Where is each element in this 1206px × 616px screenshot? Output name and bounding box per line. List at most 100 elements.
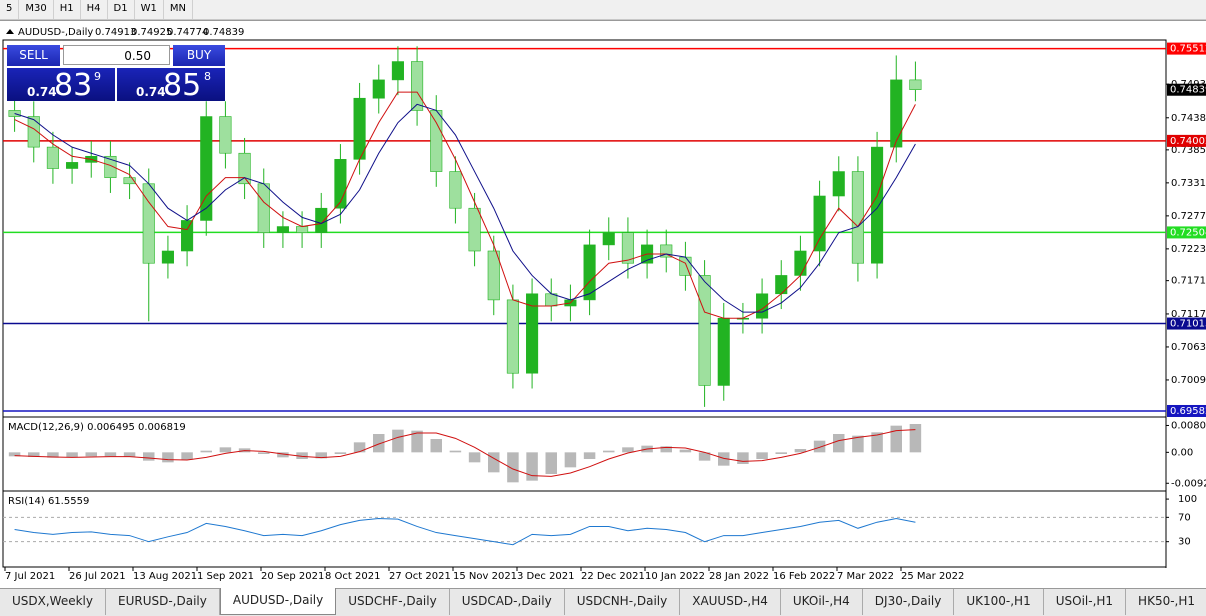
candle-body (851, 171, 864, 264)
macd-histogram-bar (219, 447, 232, 453)
sell-button[interactable]: SELL (7, 45, 60, 66)
chart-tab[interactable]: UK100-,H1 (954, 589, 1044, 615)
x-tick-label: 25 Mar 2022 (901, 571, 964, 582)
macd-histogram-bar (622, 447, 634, 453)
candle-body (526, 293, 539, 374)
moving-average (14, 91, 916, 319)
level-label-bg (1167, 134, 1206, 147)
macd-histogram-bar (181, 452, 193, 460)
macd-histogram-bar (775, 452, 787, 454)
chart-background (0, 20, 1206, 588)
macd-histogram-bar (660, 446, 672, 453)
chart-tab[interactable]: USDCNH-,Daily (565, 589, 681, 615)
one-click-trading: SELL 0.50 BUY 0.74 83 9 0.74 85 8 (7, 45, 225, 103)
chart-tab[interactable]: USDCHF-,Daily (336, 589, 450, 615)
level-label: 0.71013 (1170, 319, 1206, 330)
timeframe-button[interactable]: 5 (0, 0, 20, 19)
x-tick-label: 15 Nov 2021 (453, 571, 517, 582)
macd-signal-line (14, 429, 916, 477)
level-label: 0.75512 (1170, 44, 1206, 55)
y-tick-label: 0.00806 (1171, 420, 1206, 431)
level-label: 0.74002 (1170, 136, 1206, 147)
candle-body (890, 79, 903, 148)
ohlc-value: 0.74913 (95, 27, 136, 38)
chart-tab[interactable]: AUDUSD-,Daily (219, 588, 337, 615)
timeframe-button[interactable]: W1 (135, 0, 164, 19)
x-tick-label: 3 Dec 2021 (517, 571, 575, 582)
y-tick-label: 0.71715 (1171, 276, 1206, 287)
macd-histogram-bar (794, 449, 807, 453)
y-tick-label: 30 (1178, 537, 1191, 548)
quote-sup: 8 (204, 70, 211, 83)
macd-histogram-bar (449, 450, 462, 453)
candle-body (334, 159, 347, 209)
candle-body (621, 232, 634, 264)
indicator-label: MACD(12,26,9) 0.006495 0.006819 (8, 422, 186, 433)
timeframe-button[interactable]: H4 (81, 0, 108, 19)
candle-body (794, 250, 807, 276)
candle-body (372, 79, 385, 99)
macd-histogram-bar (871, 432, 883, 453)
timeframe-button[interactable]: M30 (19, 0, 54, 19)
macd-histogram-bar (488, 452, 500, 473)
x-tick-label: 10 Jan 2022 (645, 571, 705, 582)
buy-quote[interactable]: 0.74 85 8 (117, 68, 225, 103)
sell-quote[interactable]: 0.74 83 9 (7, 68, 115, 103)
ohlc-value: 0.74774 (167, 27, 208, 38)
candle-body (104, 155, 117, 178)
x-tick-label: 16 Feb 2022 (773, 571, 835, 582)
candle-body (276, 226, 289, 233)
timeframe-button[interactable]: H1 (54, 0, 81, 19)
candle-body (46, 146, 59, 169)
candle-body (468, 207, 481, 252)
candle-body (871, 146, 884, 264)
quote-prefix: 0.74 (136, 85, 166, 99)
macd-histogram-bar (353, 442, 366, 453)
chart-tab[interactable]: XAUUSD-,H4 (680, 589, 781, 615)
y-tick-label: 100 (1178, 494, 1197, 505)
timeframe-button[interactable]: D1 (108, 0, 135, 19)
candle-body (27, 116, 40, 148)
chart-tab[interactable]: UKOil-,H4 (781, 589, 863, 615)
macd-histogram-bar (430, 439, 442, 453)
chart-tab[interactable]: USOil-,H1 (1044, 589, 1127, 615)
buy-button[interactable]: BUY (173, 45, 225, 66)
macd-histogram-bar (545, 452, 557, 474)
y-tick-label: 70 (1178, 512, 1191, 523)
candle-body (583, 244, 596, 301)
candle-body (238, 152, 251, 185)
candle-body (660, 244, 673, 258)
ohlc-value: 0.74839 (203, 27, 244, 38)
macd-histogram-bar (890, 425, 902, 453)
macd-histogram-bar (603, 450, 615, 453)
moving-average (14, 103, 916, 313)
candle-body (602, 232, 615, 246)
level-label-bg (1167, 226, 1206, 239)
rsi-line (14, 518, 916, 546)
chart-tab[interactable]: DJ30-,Daily (863, 589, 955, 615)
level-label: 0.69582 (1170, 406, 1206, 417)
chart-tab[interactable]: HK50-,H1 (1126, 589, 1206, 615)
chart-tabs: USDX,Weekly EURUSD-,Daily AUDUSD-,Daily USD… (0, 588, 1206, 616)
macd-histogram-bar (8, 452, 21, 457)
macd-histogram-bar (526, 452, 538, 481)
candle-body (813, 195, 826, 252)
candle-body (909, 79, 922, 90)
macd-histogram-bar (123, 452, 136, 457)
quote-prefix: 0.74 (27, 85, 57, 99)
chart-tab[interactable]: EURUSD-,Daily (106, 589, 220, 615)
candle-body (8, 110, 21, 117)
chart-tab[interactable]: USDX,Weekly (0, 589, 106, 615)
macd-histogram-bar (334, 452, 347, 454)
chart-tab[interactable]: USDCAD-,Daily (450, 589, 565, 615)
timeframe-button[interactable]: MN (164, 0, 193, 19)
candle-body (430, 110, 443, 172)
level-label: 0.72504 (1170, 227, 1206, 238)
lot-input[interactable]: 0.50 (63, 45, 170, 65)
candle-body (66, 162, 79, 169)
indicator-label: RSI(14) 61.5559 (8, 496, 89, 507)
